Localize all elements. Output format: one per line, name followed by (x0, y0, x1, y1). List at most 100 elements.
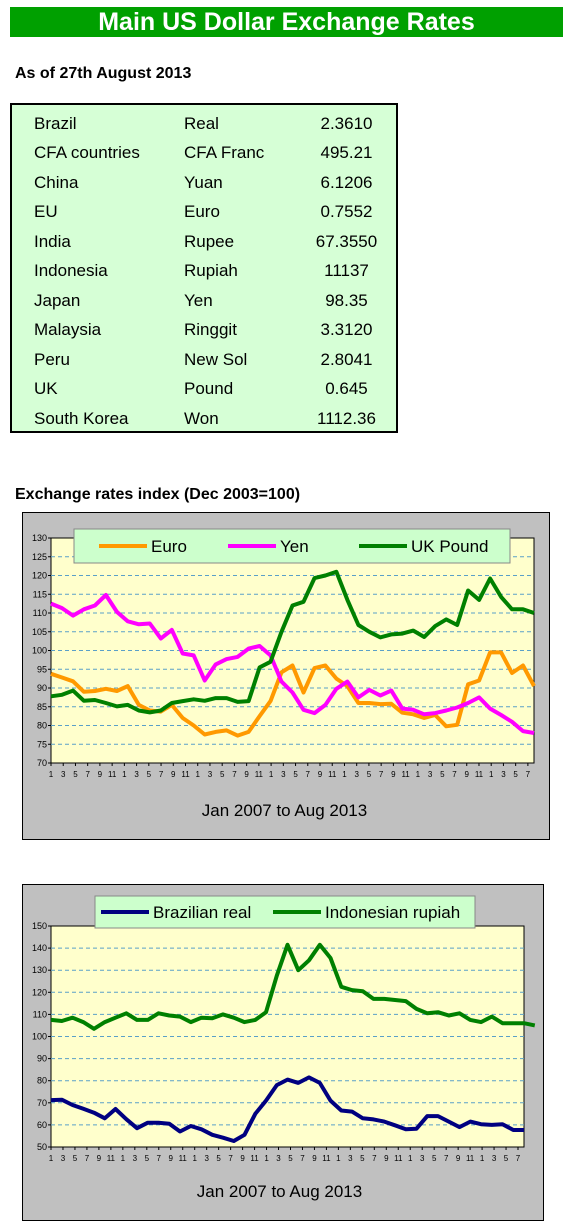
rate-row: EU Euro 0.7552 (34, 198, 384, 228)
x-tick-label: 3 (501, 770, 506, 779)
section-title: Exchange rates index (Dec 2003=100) (15, 486, 301, 503)
rate-value-cell: 11137 (324, 261, 369, 281)
currency-cell: Pound (184, 379, 234, 399)
rate-value-cell: 0.645 (325, 379, 368, 399)
legend-label: Indonesian rupiah (325, 903, 460, 922)
legend-label: Brazilian real (153, 903, 251, 922)
y-tick-label: 100 (32, 646, 47, 656)
x-tick-label: 3 (204, 1154, 209, 1163)
x-tick-label: 3 (276, 1154, 281, 1163)
x-tick-label: 3 (134, 770, 139, 779)
x-tick-label: 1 (196, 770, 201, 779)
x-tick-label: 1 (49, 770, 54, 779)
x-tick-label: 11 (328, 770, 337, 779)
rate-row: Japan Yen 98.35 (34, 286, 384, 316)
x-tick-label: 5 (216, 1154, 221, 1163)
rate-value-cell: 2.8041 (320, 349, 373, 369)
x-tick-label: 7 (306, 770, 311, 779)
x-tick-label: 1 (121, 1154, 126, 1163)
x-tick-label: 5 (367, 770, 372, 779)
country-cell: Peru (34, 349, 70, 369)
x-tick-label: 7 (300, 1154, 305, 1163)
currency-cell: Rupiah (184, 261, 238, 281)
series-line-brazilian-real (50, 1075, 524, 1143)
y-tick-label: 140 (32, 943, 47, 953)
y-tick-label: 130 (32, 965, 47, 975)
x-tick-label: 3 (208, 770, 213, 779)
x-tick-label: 9 (97, 1154, 102, 1163)
x-tick-label: 3 (281, 770, 286, 779)
rate-value-cell: 495.21 (320, 143, 373, 163)
y-tick-label: 85 (37, 702, 47, 712)
y-tick-label: 90 (37, 683, 47, 693)
chart-frame-2: 50 60 70 80 90 100 110 120 130 140 150 1 3 5 7 9 11 1 3 5 7 9… (22, 884, 544, 1221)
series-line-euro (50, 650, 536, 738)
x-tick-label: 7 (85, 1154, 90, 1163)
y-tick-label: 110 (33, 608, 47, 618)
rate-value-cell: 0.7552 (320, 202, 373, 222)
x-tick-label: 7 (452, 770, 457, 779)
x-tick-label: 1 (408, 1154, 413, 1163)
x-tick-label: 9 (312, 1154, 317, 1163)
x-tick-label: 1 (49, 1154, 54, 1163)
y-tick-label: 90 (37, 1054, 47, 1064)
y-tick-label: 70 (37, 1098, 47, 1108)
currency-cell: Won (184, 408, 219, 428)
series-line-yen (50, 593, 535, 735)
y-tick-label: 80 (37, 1076, 47, 1086)
rate-row: Indonesia Rupiah 11137 (34, 257, 384, 287)
currency-cell: New Sol (184, 349, 248, 369)
x-tick-label: 3 (61, 1154, 66, 1163)
country-cell: Malaysia (34, 320, 102, 340)
currency-cell: Yuan (184, 172, 223, 192)
series-line-indonesian-rupiah (50, 942, 536, 1031)
legend-label: Yen (280, 537, 309, 556)
country-cell: China (34, 172, 79, 192)
country-cell: UK (34, 379, 58, 399)
y-tick-label: 60 (37, 1120, 47, 1130)
x-tick-label: 11 (108, 770, 117, 779)
x-tick-label: 7 (228, 1154, 233, 1163)
x-tick-label: 5 (513, 770, 518, 779)
x-tick-label: 7 (379, 770, 384, 779)
x-tick-label: 5 (73, 770, 78, 779)
x-tick-label: 9 (384, 1154, 389, 1163)
x-tick-label: 1 (192, 1154, 197, 1163)
legend-label: UK Pound (411, 537, 489, 556)
exchange-rate-table: Brazil Real 2.3610 CFA countries CFA Franc 49… (10, 103, 398, 433)
y-tick-label: 95 (37, 664, 47, 674)
x-tick-label: 9 (465, 770, 470, 779)
y-tick-label: 110 (33, 1009, 47, 1019)
x-tick-label: 3 (354, 770, 359, 779)
x-tick-label: 7 (232, 770, 237, 779)
x-tick-label: 9 (169, 1154, 174, 1163)
x-tick-label: 1 (480, 1154, 485, 1163)
rate-row: India Rupee 67.3550 (34, 227, 384, 257)
rate-value-cell: 67.3550 (315, 231, 378, 251)
x-tick-label: 1 (122, 770, 127, 779)
y-tick-label: 50 (37, 1142, 47, 1152)
x-tick-label: 3 (133, 1154, 138, 1163)
rate-row: Brazil Real 2.3610 (34, 109, 384, 139)
x-tick-label: 5 (288, 1154, 293, 1163)
x-tick-label: 5 (147, 770, 152, 779)
x-tick-label: 11 (475, 770, 484, 779)
x-tick-label: 5 (432, 1154, 437, 1163)
x-tick-label: 5 (504, 1154, 509, 1163)
country-cell: Brazil (34, 113, 77, 133)
x-tick-label: 5 (220, 770, 225, 779)
x-tick-label: 1 (342, 770, 347, 779)
x-tick-label: 1 (264, 1154, 269, 1163)
x-tick-label: 11 (107, 1154, 116, 1163)
chart-frame-1: 70 75 80 85 90 95 100 105 110 115 120 125 130 1 3 5 7 9 11… (22, 512, 550, 840)
rate-value-cell: 6.1206 (320, 172, 373, 192)
x-tick-label: 1 (269, 770, 274, 779)
y-tick-label: 120 (32, 987, 47, 997)
y-tick-label: 105 (32, 627, 47, 637)
currency-cell: Euro (184, 202, 220, 222)
currency-cell: CFA Franc (184, 143, 265, 163)
y-tick-label: 130 (32, 533, 47, 543)
y-tick-label: 125 (32, 552, 47, 562)
x-tick-label: 3 (61, 770, 66, 779)
